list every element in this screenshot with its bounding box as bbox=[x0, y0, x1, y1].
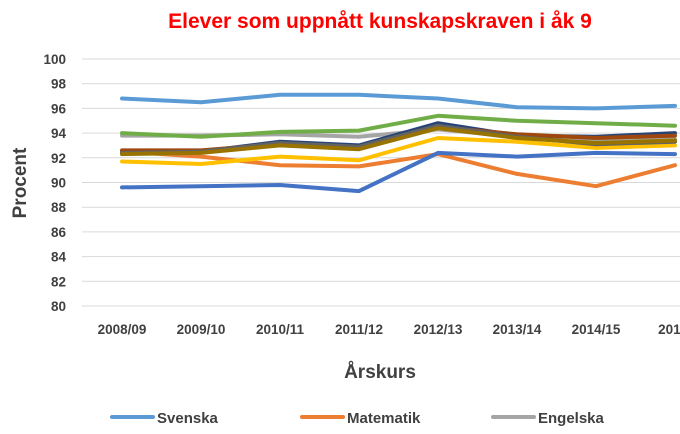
legend-label: Matematik bbox=[347, 410, 421, 427]
x-tick-label: 2009/10 bbox=[177, 322, 226, 337]
x-tick-label: 2014/15 bbox=[572, 322, 621, 337]
series-line-4 bbox=[120, 150, 677, 194]
legend-label: Engelska bbox=[538, 410, 605, 427]
series-line-9 bbox=[120, 126, 677, 157]
x-tick-label: 2011/12 bbox=[335, 322, 383, 337]
y-tick-label: 92 bbox=[51, 151, 66, 166]
series-lines bbox=[120, 92, 677, 194]
legend-label: Svenska bbox=[157, 410, 219, 427]
y-tick-label: 84 bbox=[51, 250, 67, 265]
x-axis-label: Årskurs bbox=[344, 362, 416, 383]
y-tick-label: 100 bbox=[43, 52, 66, 67]
y-tick-label: 86 bbox=[51, 225, 67, 240]
y-axis-ticks: 80 82 84 86 88 90 92 94 96 98 100 bbox=[43, 52, 66, 314]
series-line-0 bbox=[120, 92, 677, 111]
y-tick-label: 90 bbox=[51, 176, 66, 191]
y-tick-label: 96 bbox=[51, 101, 67, 116]
x-tick-label: 2010/11 bbox=[256, 322, 305, 337]
x-tick-label: 2008/09 bbox=[98, 322, 147, 337]
legend: Svenska Matematik Engelska bbox=[110, 410, 605, 427]
y-tick-label: 88 bbox=[51, 200, 67, 215]
y-tick-label: 94 bbox=[51, 126, 67, 141]
series-line-1 bbox=[120, 149, 677, 189]
x-axis-ticks: 2008/09 2009/10 2010/11 2011/12 2012/13 2013/… bbox=[98, 322, 680, 337]
y-tick-label: 98 bbox=[51, 77, 67, 92]
chart-title: Elever som uppnått kunskapskraven i åk 9 bbox=[168, 10, 592, 33]
y-tick-label: 80 bbox=[51, 299, 66, 314]
x-tick-label: 2013/14 bbox=[493, 322, 542, 337]
y-axis-label: Procent bbox=[10, 147, 31, 218]
y-tick-label: 82 bbox=[51, 274, 66, 289]
x-tick-label: 2012/13 bbox=[414, 322, 463, 337]
series-line-5 bbox=[120, 113, 677, 139]
series-line-3 bbox=[120, 136, 677, 166]
x-tick-label: 2015/ bbox=[658, 322, 680, 337]
